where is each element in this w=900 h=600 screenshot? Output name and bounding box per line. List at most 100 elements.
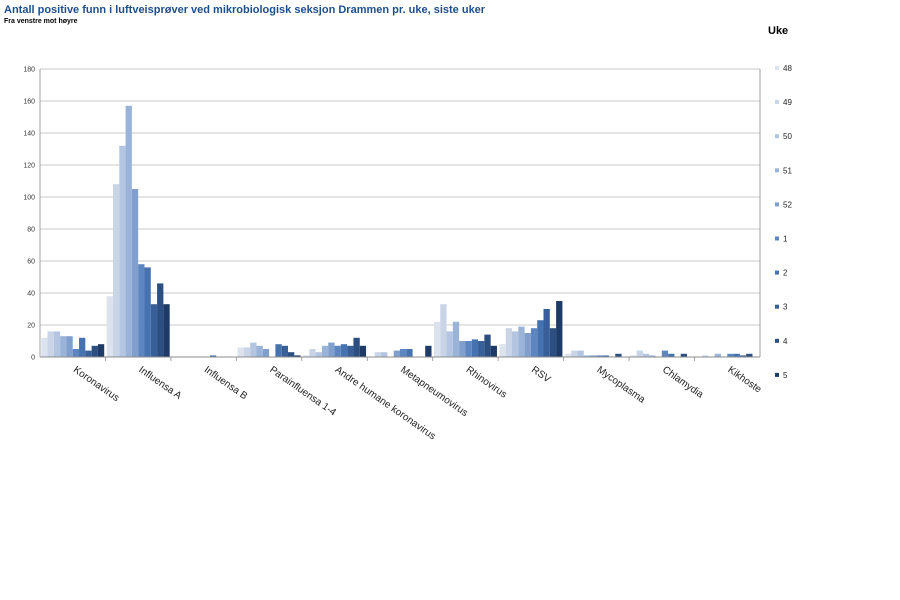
legend-label: 48 xyxy=(783,64,792,73)
bar xyxy=(287,352,295,357)
bar xyxy=(125,105,132,357)
bar xyxy=(530,328,538,357)
bar xyxy=(440,304,447,357)
bar xyxy=(680,353,688,357)
bar xyxy=(381,352,388,357)
bar xyxy=(661,350,669,357)
legend-label: 52 xyxy=(783,200,792,209)
bar xyxy=(537,320,544,357)
bar xyxy=(433,321,441,357)
bar xyxy=(543,309,550,357)
bar xyxy=(41,337,48,357)
bar xyxy=(97,344,105,357)
bar xyxy=(112,184,120,357)
bar xyxy=(499,344,506,357)
y-tick-label: 180 xyxy=(23,67,35,74)
legend-swatch xyxy=(775,236,779,241)
bar xyxy=(131,189,139,357)
x-category-label: Parainfluensa 1-4 xyxy=(267,364,338,418)
bar xyxy=(471,339,479,357)
y-tick-label: 160 xyxy=(23,99,35,106)
bar xyxy=(590,355,597,357)
bar xyxy=(138,264,145,357)
bar xyxy=(714,353,721,357)
bar xyxy=(400,349,407,357)
bar xyxy=(615,353,622,357)
x-category-label: Influensa B xyxy=(202,364,250,402)
bar xyxy=(746,353,753,357)
chart-subtitle: Fra venstre mot høyre xyxy=(4,18,78,25)
bar xyxy=(564,353,572,357)
legend-swatch xyxy=(775,304,779,309)
bar xyxy=(571,350,578,357)
bar xyxy=(727,353,734,357)
legend-label: 4 xyxy=(783,337,788,346)
bar xyxy=(649,355,656,357)
bar xyxy=(334,345,341,357)
bar xyxy=(549,328,557,357)
bar xyxy=(91,345,98,357)
bar xyxy=(60,336,67,357)
bar xyxy=(106,296,113,357)
bar xyxy=(583,355,591,357)
bar xyxy=(596,355,603,357)
bar xyxy=(406,349,413,357)
bar xyxy=(733,353,740,357)
y-tick-label: 140 xyxy=(23,131,35,138)
bars xyxy=(41,105,753,357)
bar xyxy=(505,328,513,357)
bar xyxy=(359,345,367,357)
legend-title: Uke xyxy=(768,25,788,37)
bar xyxy=(144,267,151,357)
legend-label: 2 xyxy=(783,269,788,278)
y-tick-label: 40 xyxy=(27,291,35,298)
bar xyxy=(465,341,472,357)
bar xyxy=(303,355,310,357)
x-category-label: Chlamydia xyxy=(660,364,705,400)
bar xyxy=(340,344,348,357)
bar xyxy=(518,326,525,357)
y-tick-label: 0 xyxy=(31,355,35,362)
x-category-label: Influensa A xyxy=(136,364,183,402)
bar xyxy=(739,355,747,357)
bar xyxy=(446,331,453,357)
bar xyxy=(524,333,531,357)
bar xyxy=(556,301,563,357)
bar xyxy=(478,341,485,357)
x-category-label: Kikhoste xyxy=(726,364,764,395)
bar xyxy=(250,342,257,357)
legend-swatch xyxy=(775,338,779,343)
bar xyxy=(636,350,643,357)
legend-swatch xyxy=(775,66,779,70)
y-tick-label: 20 xyxy=(27,323,35,330)
legend-swatch xyxy=(775,270,779,275)
legend-swatch xyxy=(775,168,779,173)
x-axis-category-labels: Koronavirus Influensa A Influensa B Parainf… xyxy=(71,364,764,442)
bar xyxy=(512,331,519,357)
bar xyxy=(243,347,251,357)
bar xyxy=(425,345,432,357)
legend-swatch xyxy=(775,100,779,105)
x-category-label: RSV xyxy=(529,364,552,385)
bar xyxy=(702,355,709,357)
y-tick-label: 80 xyxy=(27,227,35,234)
bar xyxy=(490,345,497,357)
chart-title: Antall positive funn i luftveisprøver ve… xyxy=(4,4,486,16)
legend-swatch xyxy=(775,372,779,377)
legend-swatch xyxy=(775,202,779,207)
bar xyxy=(157,283,164,357)
legend[interactable]: Uke 48 49 50 51 52 1 2 3 4 5 xyxy=(768,25,792,380)
bar xyxy=(47,331,54,357)
bar xyxy=(347,345,354,357)
y-tick-label: 120 xyxy=(23,163,35,170)
legend-label: 3 xyxy=(783,303,788,312)
bar xyxy=(262,349,270,357)
x-category-label: Metapneumovirus xyxy=(398,364,469,419)
bar xyxy=(85,350,92,357)
legend-label: 50 xyxy=(783,132,792,141)
x-category-label: Mycoplasma xyxy=(595,364,648,405)
y-axis-ticks: 0 20 40 60 80 100 120 140 160 180 xyxy=(23,67,35,362)
legend-swatch xyxy=(775,134,779,139)
bar xyxy=(321,345,329,357)
